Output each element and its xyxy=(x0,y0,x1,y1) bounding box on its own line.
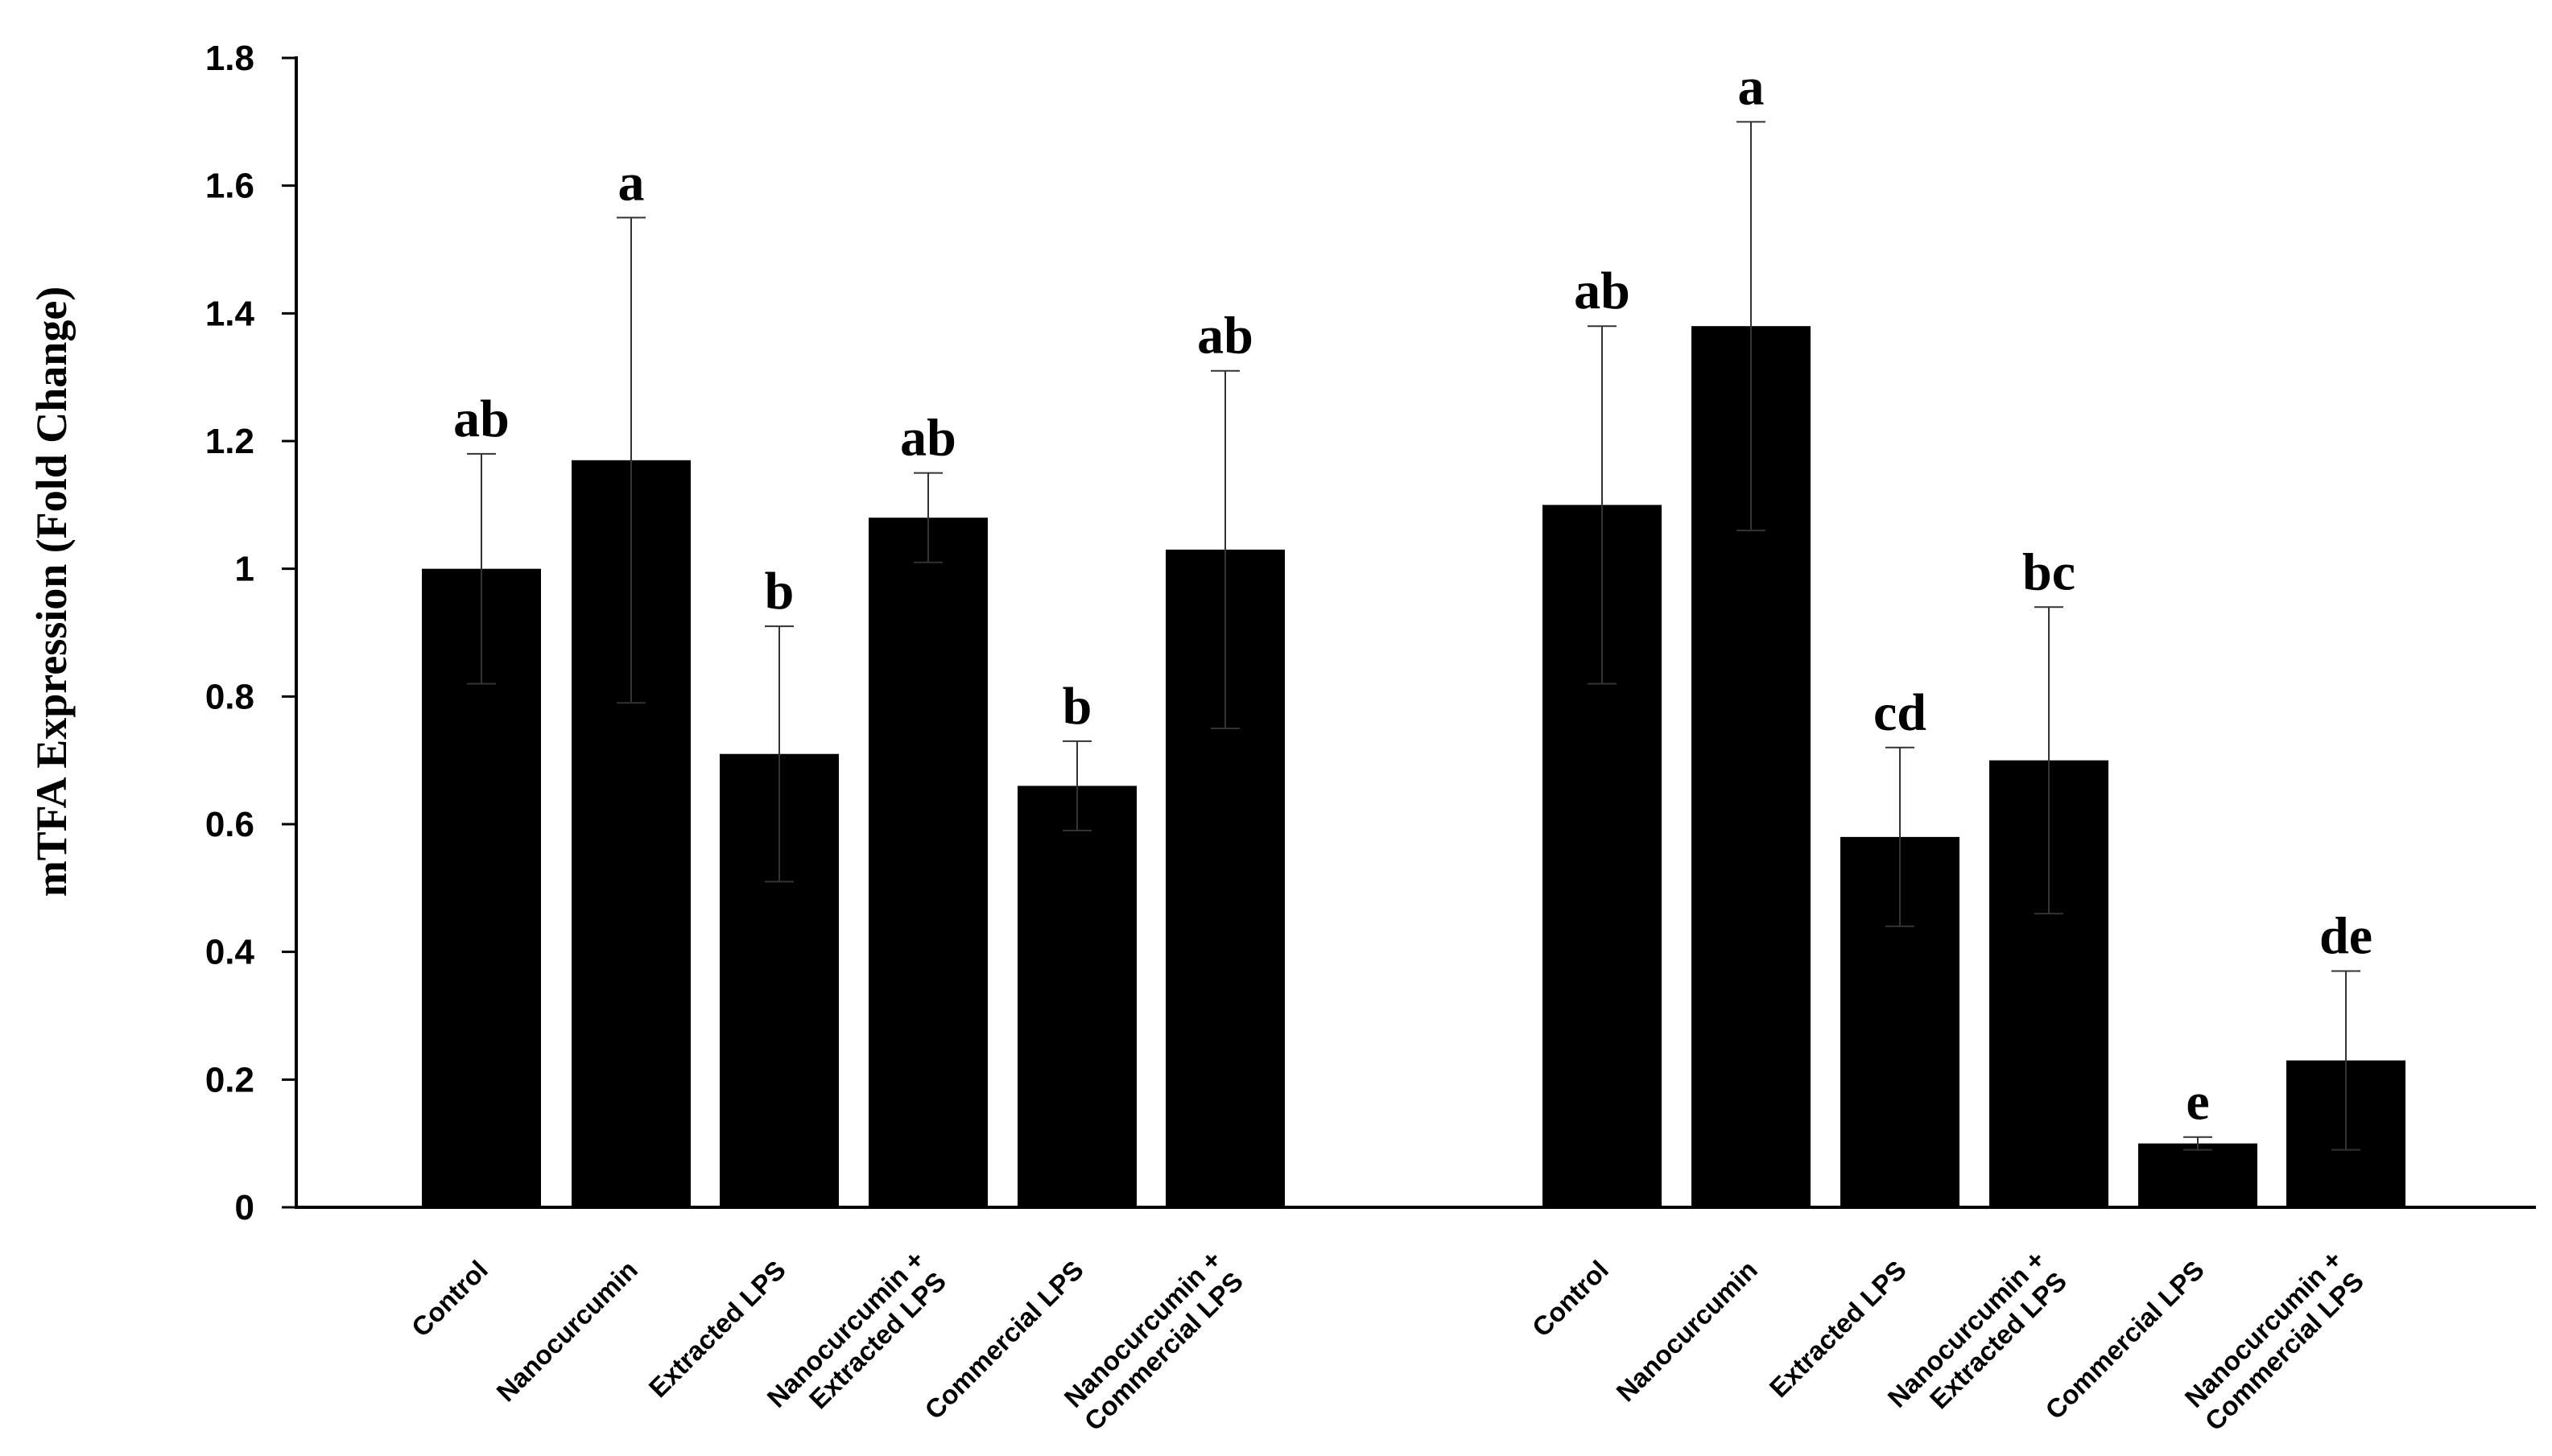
category-label-line: Nanocurcumin xyxy=(490,1255,643,1408)
bar xyxy=(869,518,988,1207)
significance-label: ab xyxy=(453,390,510,448)
y-tick-label: 1 xyxy=(235,550,254,589)
y-tick-label: 0.8 xyxy=(205,677,254,716)
category-label: Nanocurcumin xyxy=(490,1255,643,1408)
significance-label: e xyxy=(2186,1073,2209,1132)
significance-label: b xyxy=(1063,677,1092,736)
category-label-line: Extracted LPS xyxy=(643,1255,791,1403)
y-axis-label: mTFA Expression (Fold Change) xyxy=(27,287,76,897)
category-label-line: Control xyxy=(1526,1255,1614,1343)
significance-label: ab xyxy=(1574,262,1630,320)
bar xyxy=(2138,1143,2257,1207)
category-label: Control xyxy=(1526,1255,1614,1343)
y-tick-label: 0.2 xyxy=(205,1060,254,1099)
significance-label: ab xyxy=(900,409,956,468)
y-tick-label: 1.4 xyxy=(205,294,255,333)
significance-label: bc xyxy=(2022,542,2075,601)
category-label: Control xyxy=(406,1255,493,1343)
significance-label: b xyxy=(765,562,795,621)
category-label-line: Extracted LPS xyxy=(1764,1255,1912,1403)
y-tick-label: 0.6 xyxy=(205,805,254,844)
bar xyxy=(1018,786,1137,1207)
significance-label: cd xyxy=(1873,683,1926,742)
significance-label: de xyxy=(2319,906,2372,965)
category-label: Nanocurcumin xyxy=(1610,1255,1763,1408)
y-tick-label: 1.6 xyxy=(205,167,254,206)
y-tick-label: 0.4 xyxy=(205,933,255,972)
y-tick-label: 1.8 xyxy=(205,39,254,78)
y-tick-label: 1.2 xyxy=(205,422,254,461)
significance-label: ab xyxy=(1197,307,1253,365)
category-label-line: Control xyxy=(406,1255,493,1343)
significance-label: a xyxy=(618,153,645,212)
y-tick-label: 0 xyxy=(235,1188,254,1227)
category-label: Extracted LPS xyxy=(643,1255,791,1403)
category-label-line: Nanocurcumin xyxy=(1610,1255,1763,1408)
significance-label: a xyxy=(1738,57,1765,116)
category-label: Extracted LPS xyxy=(1764,1255,1912,1403)
plot-area: 00.20.40.60.811.21.41.61.8abControlaNano… xyxy=(205,39,2536,1437)
